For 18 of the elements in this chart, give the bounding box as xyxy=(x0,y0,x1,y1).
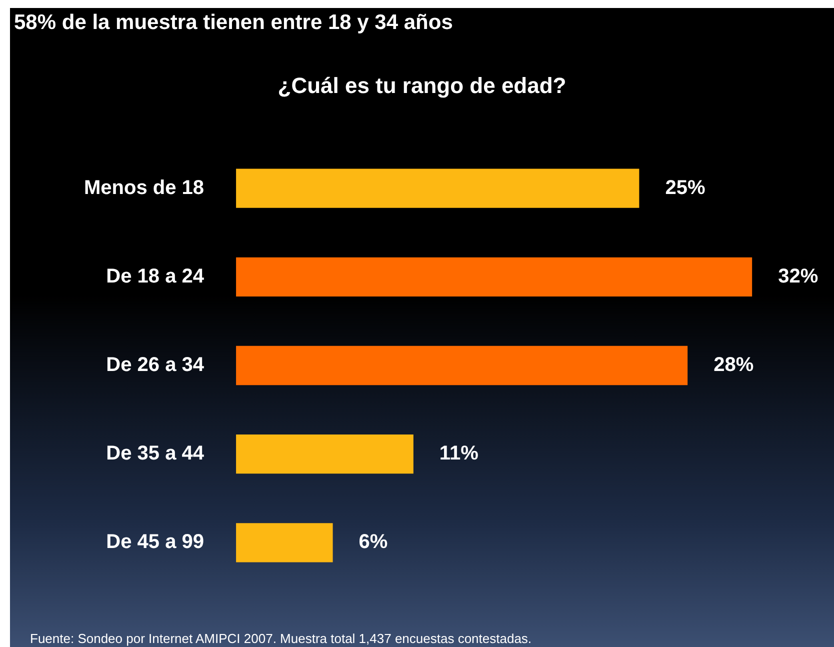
y-tick-label: De 18 a 24 xyxy=(106,265,205,288)
y-tick-label: De 45 a 99 xyxy=(106,531,204,554)
bar xyxy=(236,168,640,208)
y-tick-label: De 35 a 44 xyxy=(106,442,205,465)
chart-subtitle: ¿Cuál es tu rango de edad? xyxy=(276,73,568,99)
bar xyxy=(236,257,752,296)
bar xyxy=(236,434,414,474)
y-tick-label: De 26 a 34 xyxy=(106,354,205,376)
data-label: 6% xyxy=(358,531,388,554)
data-label: 25% xyxy=(665,176,706,199)
y-tick-label: Menos de 18 xyxy=(84,176,204,199)
data-label: 28% xyxy=(714,354,754,376)
chart-title: 58% de la muestra tienen entre 18 y 34 años xyxy=(14,11,453,35)
source-note: Fuente: Sondeo por Internet AMIPCI 2007. Muestra total 1,437 encuestas contestadas. xyxy=(30,631,532,646)
data-label: 11% xyxy=(439,442,479,465)
bar xyxy=(236,523,333,562)
data-label: 32% xyxy=(778,265,818,288)
bar xyxy=(236,346,688,386)
